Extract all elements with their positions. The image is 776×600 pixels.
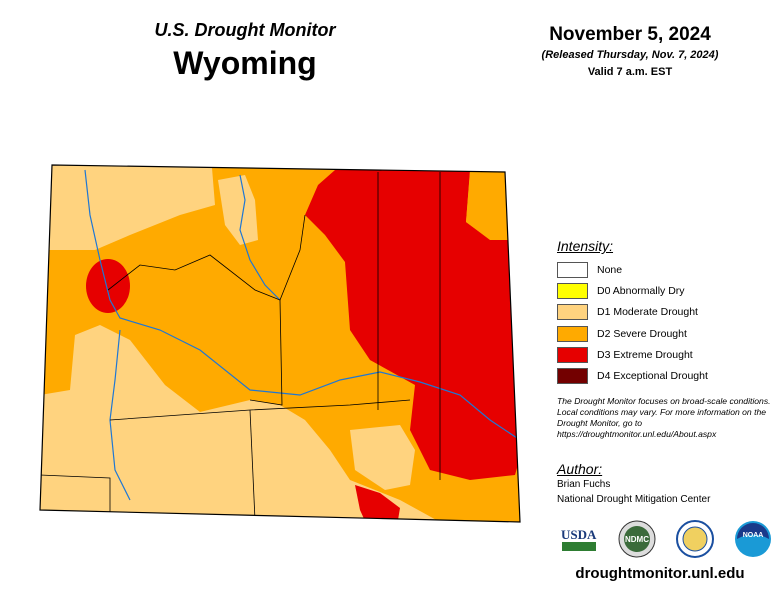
logos: USDA NDMC NOAA bbox=[560, 520, 772, 558]
legend-swatch bbox=[557, 304, 588, 321]
d3-area bbox=[305, 170, 520, 480]
legend-item: D4 Exceptional Drought bbox=[557, 365, 708, 386]
legend-swatch bbox=[557, 346, 588, 363]
author-block: Author: Brian Fuchs National Drought Mit… bbox=[557, 462, 710, 507]
legend-item: D3 Extreme Drought bbox=[557, 344, 708, 365]
author-heading: Author: bbox=[557, 461, 603, 477]
legend-label: D1 Moderate Drought bbox=[597, 306, 698, 319]
svg-text:NDMC: NDMC bbox=[625, 535, 649, 544]
svg-text:NOAA: NOAA bbox=[743, 532, 764, 539]
legend-swatch bbox=[557, 368, 588, 385]
legend-item: D2 Severe Drought bbox=[557, 323, 708, 344]
noaa-logo: NOAA bbox=[735, 521, 771, 557]
legend-label: D0 Abnormally Dry bbox=[597, 284, 685, 297]
legend: Intensity: None D0 Abnormally Dry D1 Moder… bbox=[557, 238, 708, 387]
state-name: Wyoming bbox=[173, 45, 317, 81]
valid-time: Valid 7 a.m. EST bbox=[587, 66, 673, 78]
legend-label: D2 Severe Drought bbox=[597, 327, 687, 340]
d3-area bbox=[86, 259, 130, 313]
author-org: National Drought Mitigation Center bbox=[557, 494, 711, 505]
d2-area bbox=[466, 172, 507, 240]
legend-swatch bbox=[557, 261, 588, 278]
legend-heading: Intensity: bbox=[557, 238, 614, 254]
legend-label: D4 Exceptional Drought bbox=[597, 370, 708, 383]
usda-logo: USDA bbox=[561, 527, 597, 551]
disclaimer-note: The Drought Monitor focuses on broad-sca… bbox=[557, 396, 771, 439]
release-date: (Released Thursday, Nov. 7, 2024) bbox=[541, 49, 719, 61]
legend-item: None bbox=[557, 259, 708, 280]
svg-text:USDA: USDA bbox=[561, 527, 597, 542]
legend-item: D1 Moderate Drought bbox=[557, 302, 708, 323]
d1-area bbox=[218, 175, 258, 245]
legend-swatch bbox=[557, 282, 588, 299]
map-date: November 5, 2024 bbox=[549, 24, 711, 45]
drought-map bbox=[39, 164, 521, 523]
website-url: droughtmonitor.unl.edu bbox=[575, 565, 745, 582]
climate-division-lines bbox=[40, 172, 441, 521]
author-name: Brian Fuchs bbox=[557, 479, 611, 490]
ndmc-logo: NDMC bbox=[618, 520, 656, 558]
commerce-seal-logo bbox=[676, 520, 714, 558]
legend-swatch bbox=[557, 325, 588, 342]
d1-area bbox=[350, 425, 415, 490]
legend-label: None bbox=[597, 263, 623, 276]
state-outline bbox=[39, 164, 521, 523]
legend-item: D0 Abnormally Dry bbox=[557, 280, 708, 301]
legend-label: D3 Extreme Drought bbox=[597, 348, 693, 361]
map-title: U.S. Drought Monitor bbox=[154, 20, 336, 40]
